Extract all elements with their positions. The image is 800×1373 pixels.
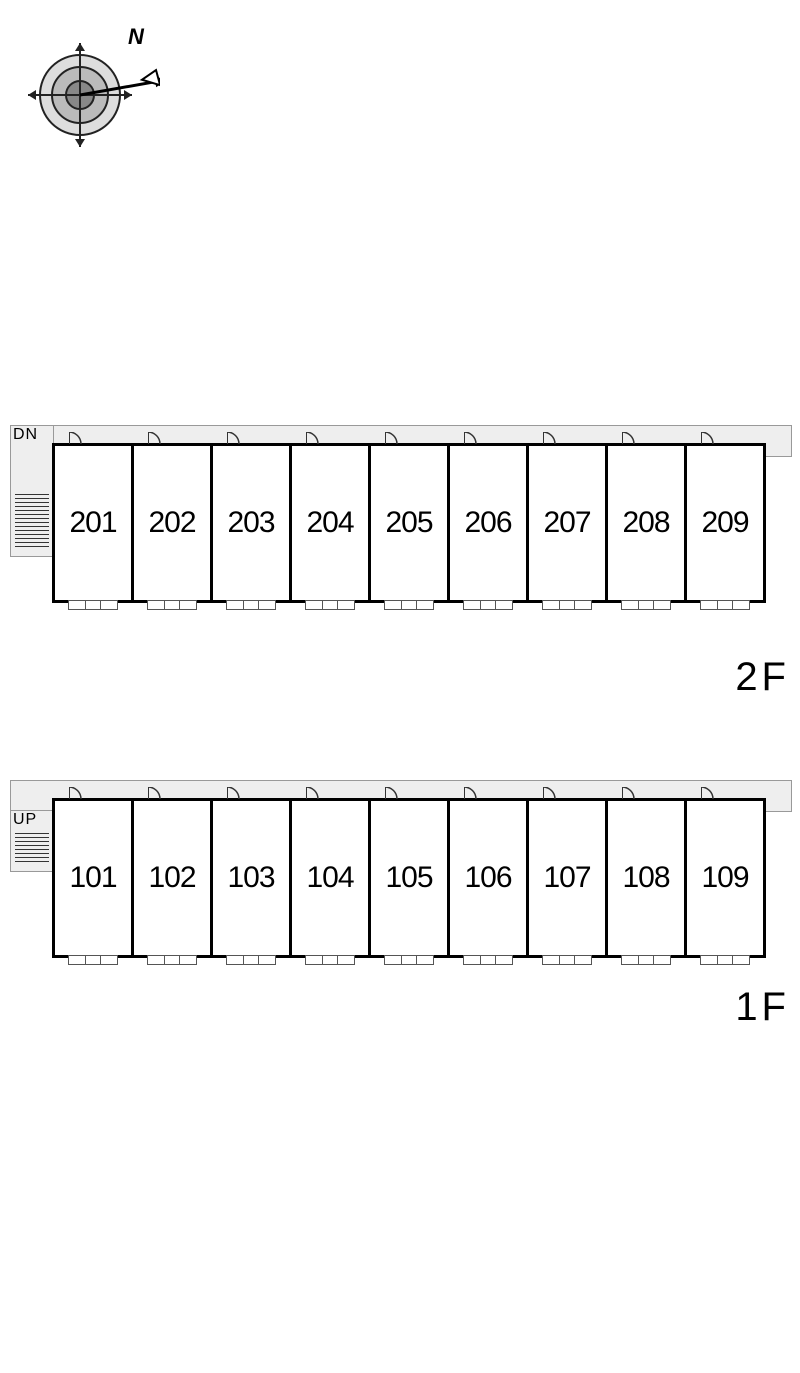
window-sill (700, 955, 750, 965)
unit-207: 207 (526, 443, 608, 603)
window-sill (700, 600, 750, 610)
door-icon (227, 432, 247, 444)
door-icon (227, 787, 247, 799)
unit-label: 104 (306, 861, 353, 895)
door-icon (701, 787, 721, 799)
unit-label: 106 (464, 861, 511, 895)
unit-label: 208 (622, 506, 669, 540)
unit-106: 106 (447, 798, 529, 958)
door-icon (543, 787, 563, 799)
unit-107: 107 (526, 798, 608, 958)
stair-lines (15, 833, 49, 865)
unit-204: 204 (289, 443, 371, 603)
unit-label: 207 (543, 506, 590, 540)
unit-102: 102 (131, 798, 213, 958)
unit-label: 103 (227, 861, 274, 895)
unit-label: 205 (385, 506, 432, 540)
door-icon (385, 432, 405, 444)
unit-103: 103 (210, 798, 292, 958)
window-sill (147, 955, 197, 965)
unit-105: 105 (368, 798, 450, 958)
door-icon (148, 787, 168, 799)
north-label: N (128, 24, 145, 49)
window-sill (226, 955, 276, 965)
door-icon (69, 787, 89, 799)
unit-label: 203 (227, 506, 274, 540)
compass-rose: N (20, 10, 160, 150)
unit-label: 206 (464, 506, 511, 540)
unit-209: 209 (684, 443, 766, 603)
stair-lines (15, 494, 49, 550)
window-sill (542, 955, 592, 965)
window-sill (463, 955, 513, 965)
door-icon (701, 432, 721, 444)
stair-box: UP (10, 810, 54, 872)
door-icon (69, 432, 89, 444)
window-sill (621, 600, 671, 610)
door-icon (148, 432, 168, 444)
door-icon (306, 787, 326, 799)
window-sill (384, 600, 434, 610)
stair-label: UP (13, 811, 37, 829)
units-row: 201 202 203 204 205 206 207 208 209 (52, 443, 766, 603)
window-sill (305, 955, 355, 965)
unit-label: 109 (701, 861, 748, 895)
unit-206: 206 (447, 443, 529, 603)
floor-plan-page: N DN2012022032042052062072082092FUP10110… (0, 0, 800, 1373)
unit-109: 109 (684, 798, 766, 958)
unit-label: 108 (622, 861, 669, 895)
unit-label: 102 (148, 861, 195, 895)
floor-label-1F: 1F (735, 985, 790, 1030)
stair-label: DN (13, 426, 38, 444)
units-row: 101 102 103 104 105 106 107 108 109 (52, 798, 766, 958)
floor-label-2F: 2F (735, 655, 790, 700)
unit-label: 107 (543, 861, 590, 895)
door-icon (622, 787, 642, 799)
window-sill (147, 600, 197, 610)
unit-205: 205 (368, 443, 450, 603)
unit-label: 202 (148, 506, 195, 540)
door-icon (622, 432, 642, 444)
window-sill (384, 955, 434, 965)
door-icon (464, 432, 484, 444)
window-sill (68, 955, 118, 965)
unit-101: 101 (52, 798, 134, 958)
window-sill (621, 955, 671, 965)
unit-label: 201 (69, 506, 116, 540)
unit-label: 105 (385, 861, 432, 895)
stair-box: DN (10, 425, 54, 557)
window-sill (226, 600, 276, 610)
window-sill (305, 600, 355, 610)
unit-208: 208 (605, 443, 687, 603)
window-sill (68, 600, 118, 610)
unit-203: 203 (210, 443, 292, 603)
unit-108: 108 (605, 798, 687, 958)
door-icon (464, 787, 484, 799)
door-icon (385, 787, 405, 799)
unit-label: 209 (701, 506, 748, 540)
unit-label: 101 (69, 861, 116, 895)
door-icon (543, 432, 563, 444)
window-sill (463, 600, 513, 610)
unit-label: 204 (306, 506, 353, 540)
door-icon (306, 432, 326, 444)
unit-104: 104 (289, 798, 371, 958)
window-sill (542, 600, 592, 610)
unit-202: 202 (131, 443, 213, 603)
unit-201: 201 (52, 443, 134, 603)
